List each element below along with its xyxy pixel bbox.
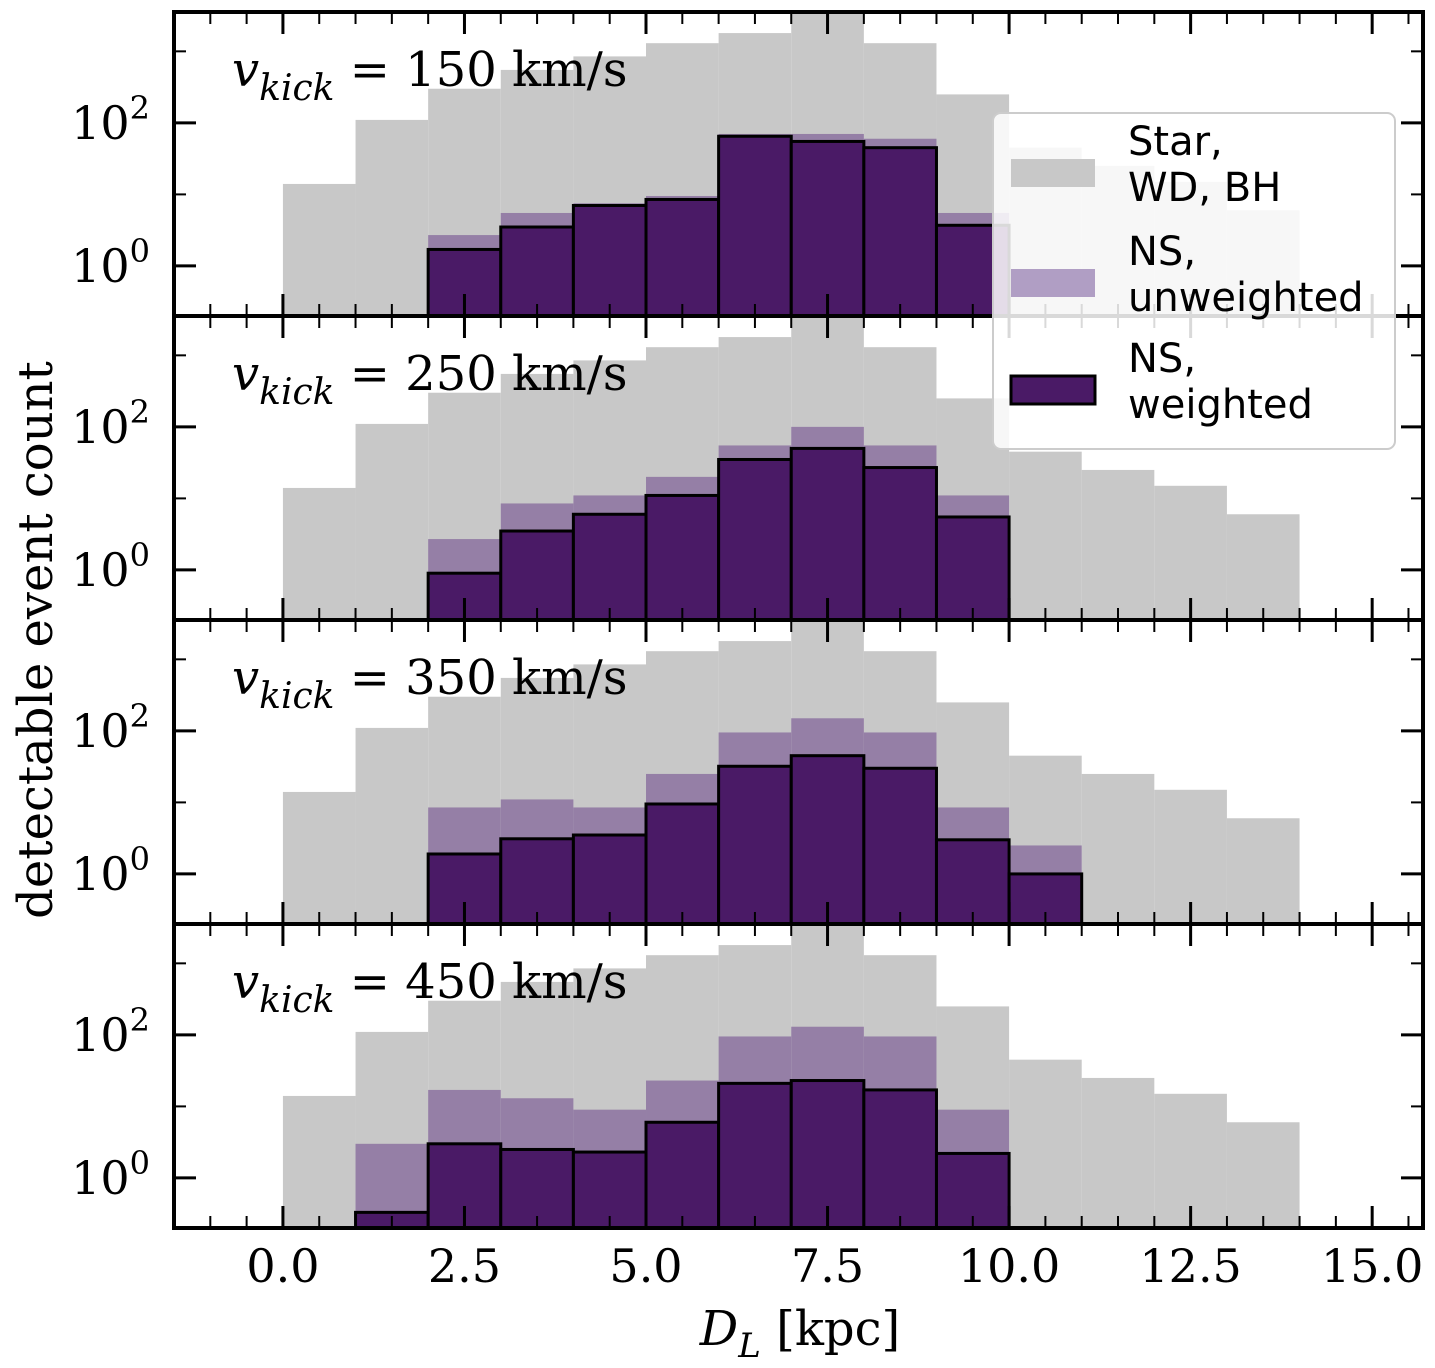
star-bar <box>282 1095 356 1228</box>
panel-4: 100 102 vkick = 450 km/s <box>71 922 1425 1230</box>
y-tick-label: 102 <box>71 393 150 454</box>
star-bar <box>1226 1122 1300 1228</box>
legend-swatch-1 <box>1011 159 1095 187</box>
ns-weighted-bar <box>644 197 721 316</box>
legend-swatch-2 <box>1011 269 1095 297</box>
ns-weighted-bar <box>717 764 793 924</box>
x-tick-label: 15.0 <box>1321 1239 1423 1293</box>
x-tick-label: 2.5 <box>428 1239 501 1293</box>
panel-2-bars <box>282 316 1300 620</box>
x-axis-title: DL [kpc] <box>699 1301 900 1366</box>
legend-swatch-3 <box>1009 374 1097 406</box>
legend-label-2: NS, unweighted <box>1128 229 1364 321</box>
x-tick-label: 7.5 <box>791 1239 864 1293</box>
ns-weighted-bar <box>789 446 866 620</box>
star-bar <box>282 487 356 620</box>
ns-weighted-bar <box>789 139 866 316</box>
star-bar <box>1009 1059 1082 1228</box>
panel-1-label: vkick = 150 km/s <box>232 42 627 109</box>
ns-weighted-bar <box>789 754 866 924</box>
star-bar <box>1154 789 1227 924</box>
star-bar <box>355 423 429 620</box>
ns-weighted-bar <box>717 457 793 620</box>
y-tick-label: 102 <box>71 697 150 758</box>
legend-label-1: Star, WD, BH <box>1128 119 1281 211</box>
star-bar <box>1081 773 1155 924</box>
star-bar <box>282 791 356 924</box>
panel-3-label: vkick = 350 km/s <box>232 650 627 717</box>
ns-weighted-bar <box>571 512 648 620</box>
star-bar <box>1154 485 1227 620</box>
y-tick-label: 100 <box>71 1144 150 1205</box>
star-bar <box>1081 1077 1155 1228</box>
ns-weighted-bar <box>644 1120 721 1228</box>
y-axis-title: detectable event count <box>8 361 64 919</box>
legend: Star, WD, BH NS, unweighted NS, weighted <box>992 112 1396 450</box>
star-bar <box>1226 818 1300 924</box>
y-tick-label: 100 <box>71 536 150 597</box>
y-tick-label: 100 <box>71 840 150 901</box>
ns-weighted-bar <box>862 466 938 620</box>
panel-3-bars <box>282 620 1300 924</box>
star-bar <box>355 119 429 316</box>
legend-box <box>992 112 1396 450</box>
x-tick-label: 10.0 <box>958 1239 1060 1293</box>
x-tick-label: 12.5 <box>1139 1239 1241 1293</box>
ns-weighted-bar <box>571 833 648 924</box>
ns-weighted-bar <box>789 1079 866 1228</box>
panel-3: 100 102 vkick = 350 km/s <box>71 618 1425 926</box>
panel-4-frame <box>172 922 1425 1230</box>
x-tick-label: 0.0 <box>246 1239 319 1293</box>
ns-weighted-bar <box>499 1147 575 1228</box>
y-tick-label: 102 <box>71 89 150 150</box>
ns-weighted-bar <box>862 146 938 316</box>
ns-weighted-bar <box>934 838 1011 924</box>
ns-weighted-bar <box>862 766 938 924</box>
star-bar <box>1154 1093 1227 1228</box>
y-tick-label: 100 <box>71 232 150 293</box>
ns-weighted-bar <box>717 134 793 316</box>
ns-weighted-bar <box>934 1151 1011 1228</box>
legend-label-3: NS, weighted <box>1128 336 1313 428</box>
x-tick-labels: 0.0 2.5 5.0 7.5 10.0 12.5 15.0 <box>246 1239 1423 1293</box>
panel-4-label: vkick = 450 km/s <box>232 954 627 1021</box>
ns-weighted-bar <box>862 1088 938 1228</box>
panel-3-ticks <box>174 620 1423 924</box>
ns-weighted-bar <box>499 225 575 316</box>
panel-2: 100 102 vkick = 250 km/s <box>71 314 1425 622</box>
star-bar <box>1081 469 1155 620</box>
ns-weighted-bar <box>934 515 1011 620</box>
ns-weighted-bar <box>499 837 575 924</box>
ns-weighted-bar <box>717 1081 793 1228</box>
y-tick-label: 102 <box>71 1001 150 1062</box>
star-bar <box>282 183 356 316</box>
star-bar <box>1009 451 1082 620</box>
panel-4-bars <box>282 924 1300 1228</box>
panel-2-label: vkick = 250 km/s <box>232 346 627 413</box>
star-bar <box>1226 514 1300 620</box>
ns-weighted-bar <box>644 493 721 620</box>
ns-weighted-bar <box>644 802 721 924</box>
ns-weighted-bar <box>571 203 648 316</box>
x-tick-label: 5.0 <box>609 1239 682 1293</box>
star-bar <box>355 727 429 924</box>
